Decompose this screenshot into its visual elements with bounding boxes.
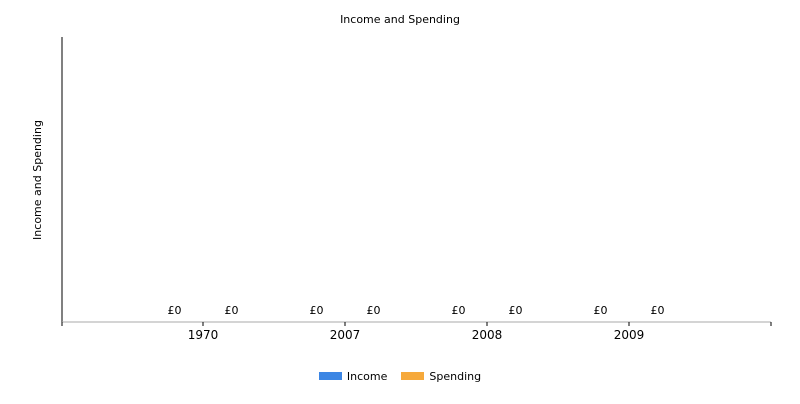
x-tick-label: 1970	[188, 328, 219, 342]
chart-legend: Income Spending	[0, 368, 800, 384]
chart-marks: 1970 £0 £0 2007 £0 £0 2008 £0 £0 2009 £0 £0	[61, 304, 772, 342]
data-label-spending: £0	[509, 304, 523, 317]
x-tick-label: 2007	[330, 328, 361, 342]
data-label-spending: £0	[651, 304, 665, 317]
data-label-income: £0	[168, 304, 182, 317]
legend-swatch-income	[318, 372, 342, 380]
legend-label-income: Income	[346, 369, 388, 383]
x-tick-label: 2009	[614, 328, 645, 342]
legend-item-income[interactable]: Income	[318, 369, 388, 383]
chart-title: Income and Spending	[340, 13, 460, 26]
data-label-income: £0	[594, 304, 608, 317]
legend-swatch-spending	[401, 372, 425, 380]
legend-label-spending: Spending	[429, 369, 482, 383]
data-label-income: £0	[310, 304, 324, 317]
data-label-spending: £0	[367, 304, 381, 317]
legend-item-spending[interactable]: Spending	[401, 370, 481, 383]
y-axis-label: Income and Spending	[31, 120, 44, 240]
x-tick-label: 2008	[472, 328, 503, 342]
data-label-spending: £0	[225, 304, 239, 317]
data-label-income: £0	[452, 304, 466, 317]
